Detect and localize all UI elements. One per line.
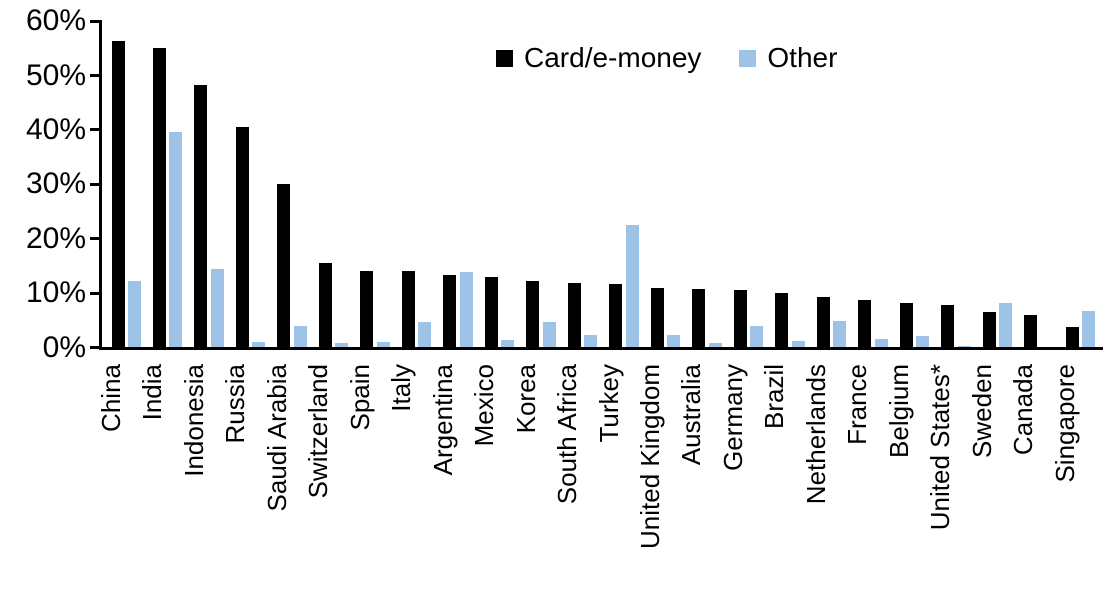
bar-other-sweden [999,303,1013,348]
bar-card-e-money-china [111,41,125,348]
bar-other-saudi-arabia [293,326,307,348]
bar-other-mexico [501,339,515,348]
x-axis-label-mexico: Mexico [469,364,500,447]
bar-other-belgium [916,336,930,348]
x-axis-label-china: China [95,364,126,432]
bar-other-singapore [1082,311,1096,348]
legend-swatch-card-e-money [496,49,513,67]
y-tick-mark [90,19,100,23]
y-tick-label: 0% [42,330,86,364]
legend-swatch-other [739,49,757,67]
y-axis-line [99,20,102,348]
x-axis-label-turkey: Turkey [593,364,624,443]
x-axis-label-germany: Germany [717,364,748,471]
y-tick-mark [90,74,100,77]
bar-other-china [128,280,141,348]
bar-other-russia [252,341,266,348]
legend-label-other: Other [767,42,838,73]
bar-card-e-money-sweden [982,312,996,348]
x-axis-label-russia: Russia [220,364,251,444]
x-axis-label-saudi-arabia: Saudi Arabia [261,364,292,512]
bar-other-turkey [625,225,639,348]
y-tick-label: 50% [25,58,86,92]
y-tick-mark [90,128,100,132]
bar-other-australia [708,342,722,348]
bar-other-argentina [459,272,473,348]
y-tick-label: 20% [25,221,86,255]
bar-card-e-money-india [152,48,166,348]
bar-other-korea [542,322,556,348]
x-axis-label-sweden: Sweden [966,364,997,458]
x-axis-label-india: India [137,364,168,421]
x-axis-label-switzerland: Switzerland [303,364,334,499]
x-axis-line [99,347,1103,350]
bar-other-south-africa [584,334,598,348]
bar-card-e-money-switzerland [318,262,332,348]
y-tick-label: 60% [25,4,86,38]
bar-card-e-money-spain [360,270,374,348]
x-axis-label-brazil: Brazil [759,364,790,430]
x-axis-label-belgium: Belgium [883,364,914,458]
y-tick-mark [90,237,100,241]
bar-card-e-money-mexico [484,277,498,348]
x-axis-label-italy: Italy [386,364,417,412]
bar-other-indonesia [210,269,224,348]
bar-other-italy [418,322,432,348]
bar-other-netherlands [833,321,847,348]
bar-other-germany [750,326,764,348]
x-axis-label-canada: Canada [1008,364,1039,456]
x-axis-label-indonesia: Indonesia [178,364,209,477]
bar-card-e-money-turkey [609,284,623,348]
x-axis-label-france: France [842,364,873,445]
bar-card-e-money-france [858,300,872,348]
bar-card-e-money-russia [235,127,249,348]
y-tick-mark [90,346,100,349]
y-tick-label: 30% [25,167,86,201]
bar-card-e-money-brazil [775,293,789,348]
y-tick-mark [90,182,100,186]
bar-other-india [169,131,183,348]
bar-card-e-money-australia [692,289,706,348]
chart-legend: Card/e-money Other [496,42,837,74]
bar-card-e-money-saudi-arabia [277,184,291,348]
x-axis-label-united-kingdom: United Kingdom [634,364,665,549]
legend-label-card-e-money: Card/e-money [524,42,702,73]
x-axis-label-australia: Australia [676,364,707,466]
bar-card-e-money-indonesia [194,84,208,348]
x-axis-label-south-africa: South Africa [552,364,583,505]
x-axis-label-united-states-: United States* [925,364,956,531]
x-axis-label-argentina: Argentina [427,364,458,476]
bar-other-france [874,338,888,348]
bar-card-e-money-south-africa [567,283,581,348]
x-axis-label-singapore: Singapore [1049,364,1080,483]
bar-card-e-money-argentina [443,275,457,348]
bar-card-e-money-korea [526,281,540,348]
bar-card-e-money-united-kingdom [650,287,664,348]
x-axis-label-spain: Spain [344,364,375,431]
bar-card-e-money-singapore [1065,326,1079,348]
bar-card-e-money-netherlands [816,297,830,348]
bar-card-e-money-united-states- [941,305,955,348]
bar-other-united-kingdom [667,334,681,348]
y-tick-label: 10% [25,276,86,310]
x-axis-label-korea: Korea [510,364,541,434]
bar-card-e-money-belgium [899,303,913,348]
bar-card-e-money-canada [1024,315,1038,348]
bar-card-e-money-italy [401,271,415,348]
bar-other-united-states- [957,345,971,348]
y-tick-label: 40% [25,112,86,146]
y-tick-mark [90,291,100,295]
bar-other-switzerland [335,343,349,348]
bar-card-e-money-germany [733,290,747,348]
bar-other-spain [376,342,390,348]
x-axis-label-netherlands: Netherlands [800,364,831,505]
bar-other-brazil [791,340,805,348]
